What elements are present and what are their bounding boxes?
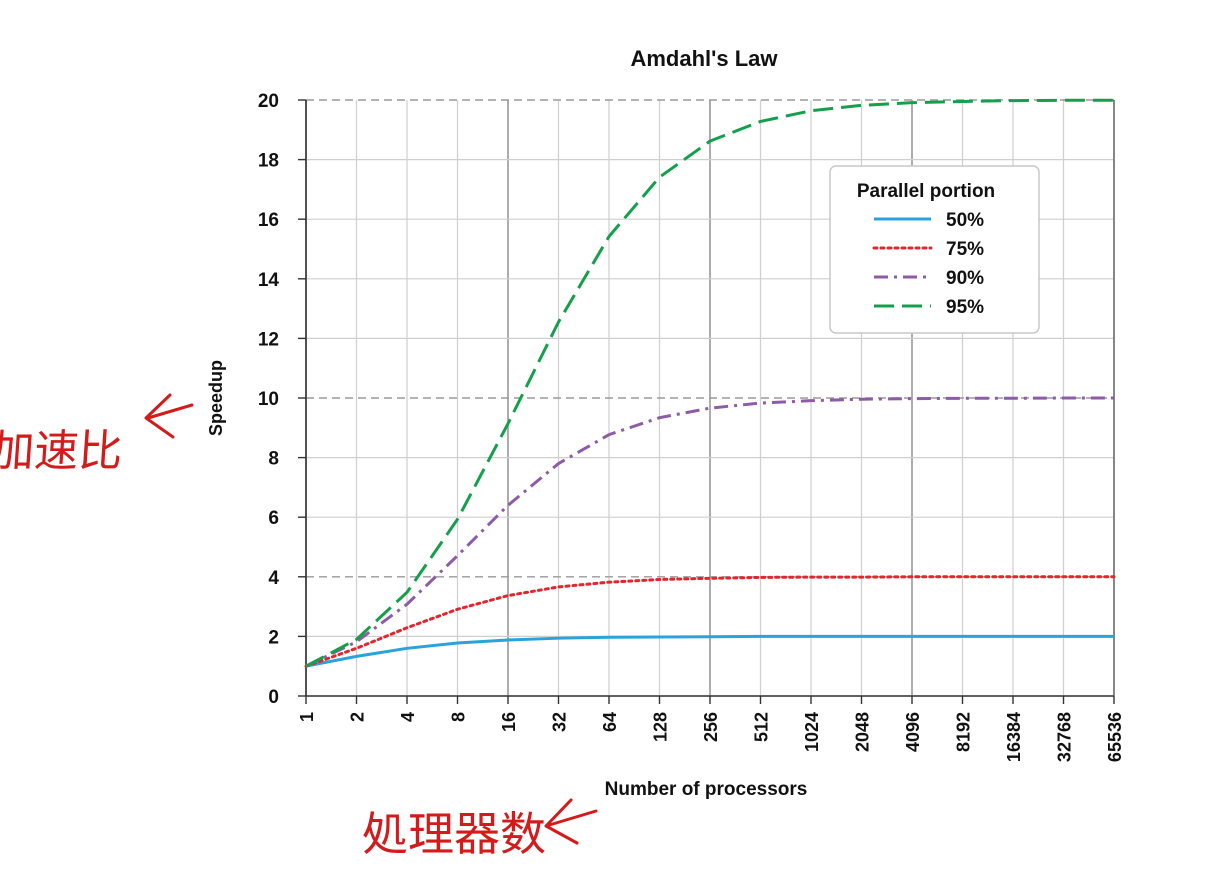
annotation-arrow-icon	[144, 393, 194, 439]
x-tick-label: 32768	[1055, 712, 1075, 762]
legend-label: 50%	[946, 210, 984, 231]
chart-title: Amdahl's Law	[630, 46, 778, 71]
annotation-arrow-icon	[544, 798, 598, 845]
y-tick-label: 6	[268, 508, 279, 529]
x-tick-label: 256	[701, 712, 721, 742]
x-tick-label: 128	[651, 712, 671, 742]
annotation-speedup-text: 加速比	[0, 427, 124, 476]
legend-label: 75%	[946, 239, 984, 260]
y-tick-label: 2	[268, 627, 279, 648]
series-line-75pct	[304, 575, 1116, 668]
y-tick-label: 0	[268, 687, 279, 708]
x-tick-label: 16384	[1004, 712, 1024, 762]
x-tick-label: 8	[449, 712, 469, 722]
x-tick-label: 512	[752, 712, 772, 742]
legend-label: 90%	[946, 268, 984, 289]
axes	[298, 99, 1115, 704]
y-tick-label: 8	[268, 449, 279, 470]
legend-label: 95%	[946, 297, 984, 318]
legend-box	[829, 165, 1040, 334]
series-line-90pct	[305, 396, 1114, 668]
y-tick-label: 14	[258, 270, 280, 291]
x-tick-label: 16	[499, 712, 519, 732]
x-tick-label: 2048	[853, 712, 873, 752]
y-axis-label: Speedup	[206, 360, 226, 436]
y-tick-label: 10	[258, 389, 279, 410]
x-tick-label: 4096	[903, 712, 923, 752]
y-tick-label: 18	[258, 151, 279, 172]
annotation-processors-text: 処理器数	[362, 808, 546, 860]
series-lines	[304, 98, 1116, 668]
y-tick-label: 20	[258, 91, 279, 112]
series-line-95pct	[305, 98, 1114, 668]
y-tick-label: 16	[258, 210, 279, 231]
x-axis-label: Number of processors	[605, 779, 808, 800]
series-line-50pct	[305, 634, 1114, 668]
legend-title: Parallel portion	[857, 181, 995, 202]
x-tick-label: 8192	[954, 712, 974, 752]
x-tick-label: 64	[600, 712, 620, 732]
handwritten-annotation-speedup: 加速比	[0, 393, 194, 476]
x-tick-label: 65536	[1105, 712, 1125, 762]
x-tick-label: 32	[550, 712, 570, 732]
y-tick-label: 4	[268, 568, 279, 589]
x-tick-label: 2	[348, 712, 368, 722]
x-tick-label: 4	[398, 712, 418, 722]
legend: Parallel portion 50% 75% 90% 95%	[829, 165, 1040, 334]
x-tick-label: 1	[297, 712, 317, 722]
handwritten-annotation-processors: 処理器数	[362, 798, 598, 860]
y-tick-label: 12	[258, 329, 279, 350]
x-tick-label: 1024	[802, 712, 822, 752]
